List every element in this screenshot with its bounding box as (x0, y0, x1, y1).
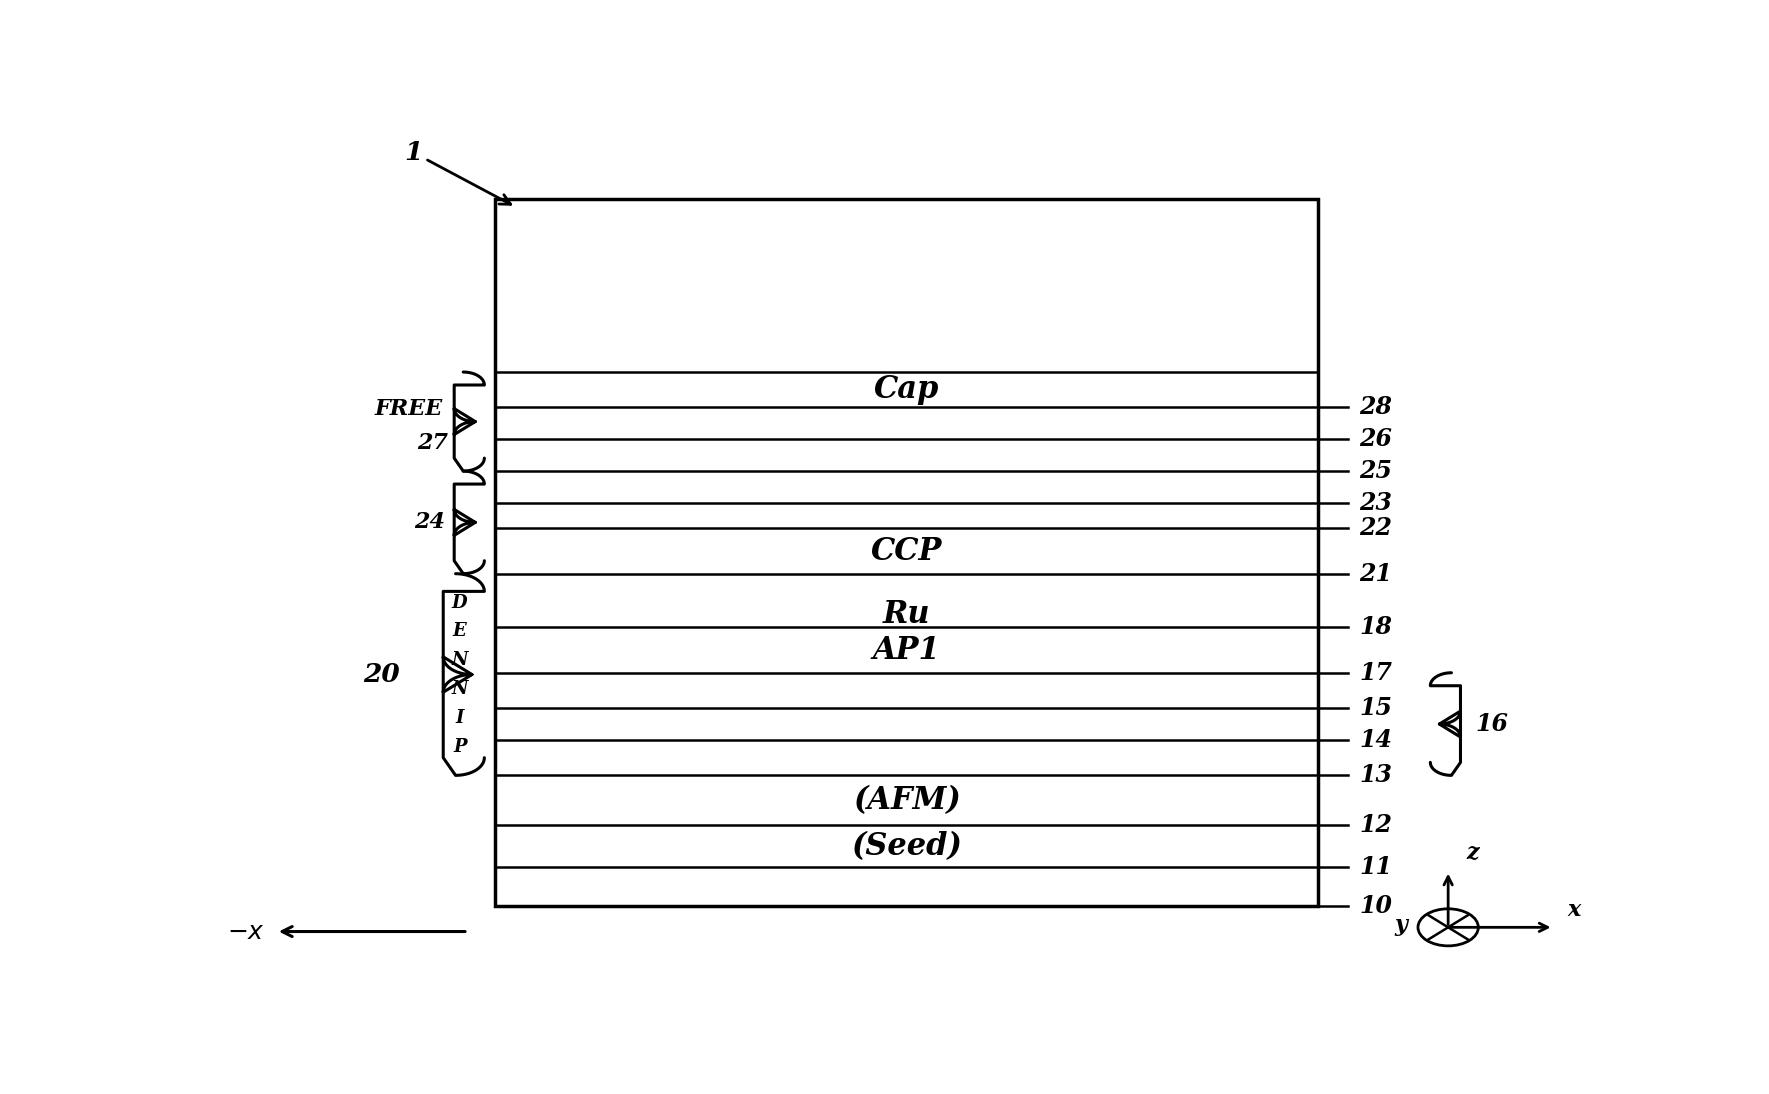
Text: z: z (1467, 842, 1479, 864)
Text: 22: 22 (1359, 515, 1392, 539)
Text: 24: 24 (414, 511, 446, 534)
Text: $-x$: $-x$ (226, 920, 265, 943)
Text: 17: 17 (1359, 661, 1392, 685)
Text: 15: 15 (1359, 696, 1392, 720)
Text: 10: 10 (1359, 894, 1392, 918)
Text: AP1: AP1 (872, 635, 941, 665)
Text: 20: 20 (363, 662, 400, 687)
Text: 18: 18 (1359, 615, 1392, 639)
Text: 14: 14 (1359, 728, 1392, 752)
Text: y: y (1394, 913, 1406, 935)
Text: 27: 27 (417, 432, 448, 454)
Bar (495, 199, 1318, 906)
Text: 28: 28 (1359, 395, 1392, 419)
Text: 23: 23 (1359, 491, 1392, 515)
Text: 13: 13 (1359, 764, 1392, 788)
Text: FREE: FREE (375, 398, 442, 420)
Text: 12: 12 (1359, 813, 1392, 837)
Text: Cap: Cap (874, 374, 939, 405)
Text: (AFM): (AFM) (853, 784, 961, 816)
Text: Ru: Ru (883, 598, 930, 629)
Text: x: x (1567, 898, 1580, 920)
Text: 16: 16 (1475, 712, 1509, 736)
Text: CCP: CCP (870, 536, 943, 567)
Text: N: N (451, 651, 469, 670)
Text: P: P (453, 737, 467, 756)
Text: 1: 1 (403, 140, 511, 205)
Text: I: I (455, 709, 463, 726)
Text: 25: 25 (1359, 459, 1392, 484)
Text: (Seed): (Seed) (851, 830, 962, 862)
Text: 21: 21 (1359, 561, 1392, 585)
Text: E: E (453, 622, 467, 640)
Text: 11: 11 (1359, 856, 1392, 880)
Text: N: N (451, 680, 469, 698)
Text: D: D (451, 594, 467, 612)
Text: 26: 26 (1359, 428, 1392, 451)
